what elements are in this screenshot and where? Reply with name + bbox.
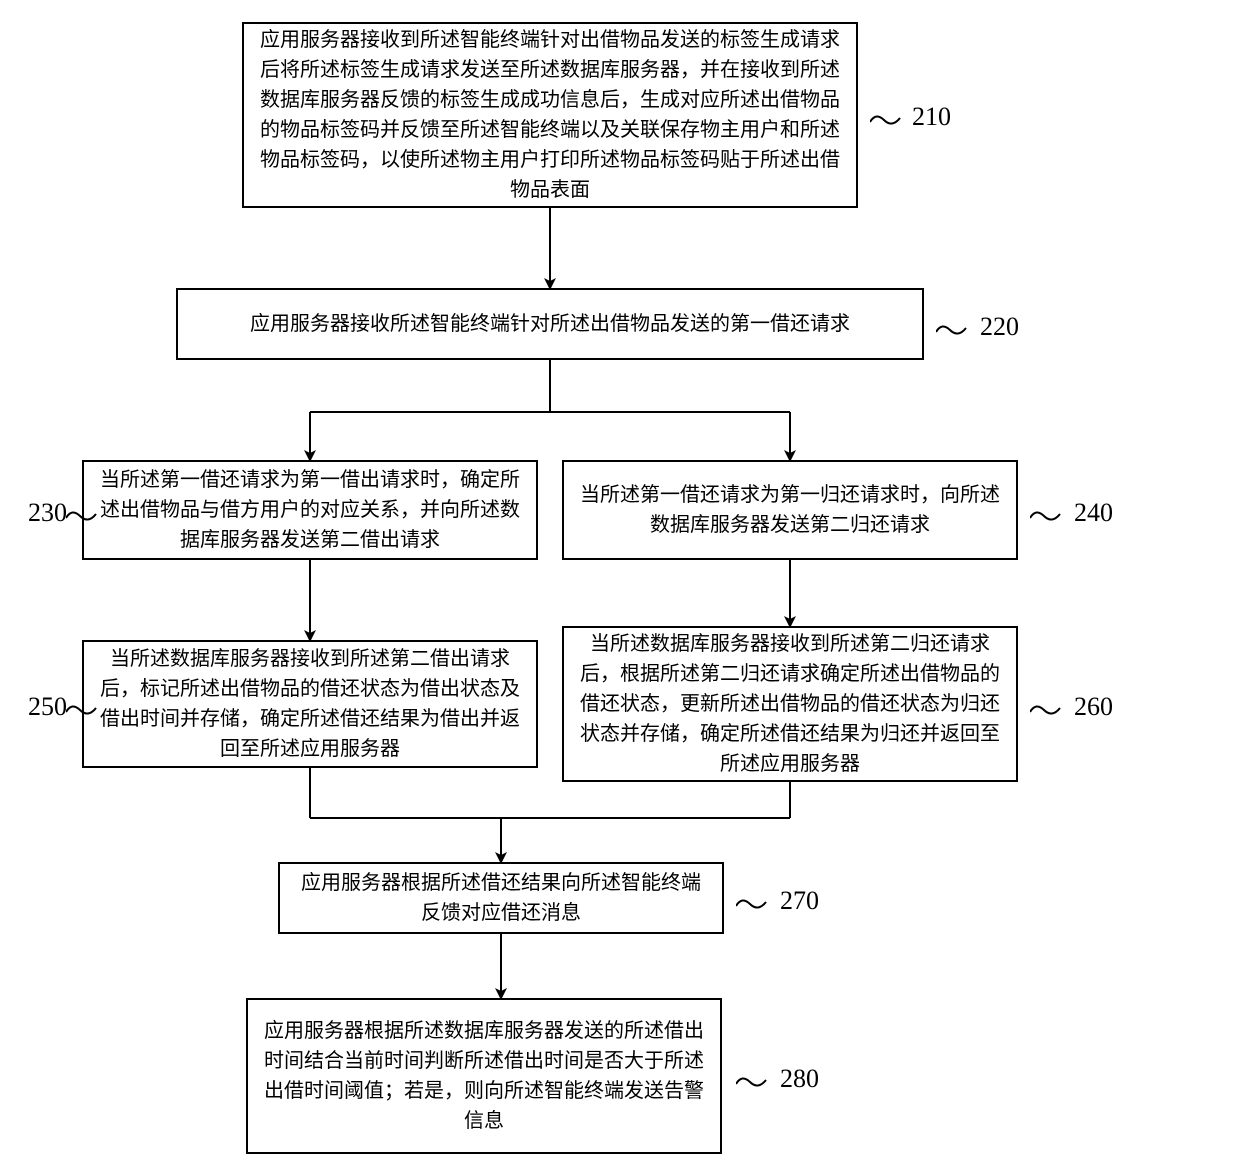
step-label-240: 240: [1074, 498, 1113, 528]
flow-node-text: 应用服务器接收所述智能终端针对所述出借物品发送的第一借还请求: [250, 309, 850, 339]
flow-node-text: 当所述第一借还请求为第一归还请求时，向所述数据库服务器发送第二归还请求: [576, 480, 1004, 540]
flow-node-text: 应用服务器根据所述数据库服务器发送的所述借出时间结合当前时间判断所述借出时间是否…: [260, 1016, 708, 1136]
flow-node-n210: 应用服务器接收到所述智能终端针对出借物品发送的标签生成请求后将所述标签生成请求发…: [242, 22, 858, 208]
tilde-connector: [1030, 508, 1062, 524]
tilde-connector: [1030, 702, 1062, 718]
step-label-250: 250: [28, 692, 67, 722]
flow-node-text: 应用服务器根据所述借还结果向所述智能终端反馈对应借还消息: [292, 868, 710, 928]
step-label-270: 270: [780, 886, 819, 916]
tilde-connector: [870, 112, 902, 128]
flowchart-canvas: 应用服务器接收到所述智能终端针对出借物品发送的标签生成请求后将所述标签生成请求发…: [0, 0, 1240, 1174]
step-label-230: 230: [28, 498, 67, 528]
flow-node-n230: 当所述第一借还请求为第一借出请求时，确定所述出借物品与借方用户的对应关系，并向所…: [82, 460, 538, 560]
flow-node-n250: 当所述数据库服务器接收到所述第二借出请求后，标记所述出借物品的借还状态为借出状态…: [82, 640, 538, 768]
flow-node-n280: 应用服务器根据所述数据库服务器发送的所述借出时间结合当前时间判断所述借出时间是否…: [246, 998, 722, 1154]
step-label-210: 210: [912, 102, 951, 132]
flow-node-text: 当所述第一借还请求为第一借出请求时，确定所述出借物品与借方用户的对应关系，并向所…: [96, 465, 524, 555]
flow-node-n220: 应用服务器接收所述智能终端针对所述出借物品发送的第一借还请求: [176, 288, 924, 360]
flow-node-n270: 应用服务器根据所述借还结果向所述智能终端反馈对应借还消息: [278, 862, 724, 934]
tilde-connector: [736, 896, 768, 912]
tilde-connector: [736, 1074, 768, 1090]
flow-node-text: 当所述数据库服务器接收到所述第二借出请求后，标记所述出借物品的借还状态为借出状态…: [96, 644, 524, 764]
step-label-260: 260: [1074, 692, 1113, 722]
tilde-connector: [936, 322, 968, 338]
flow-node-n240: 当所述第一借还请求为第一归还请求时，向所述数据库服务器发送第二归还请求: [562, 460, 1018, 560]
flow-node-n260: 当所述数据库服务器接收到所述第二归还请求后，根据所述第二归还请求确定所述出借物品…: [562, 626, 1018, 782]
flow-node-text: 当所述数据库服务器接收到所述第二归还请求后，根据所述第二归还请求确定所述出借物品…: [576, 629, 1004, 779]
step-label-280: 280: [780, 1064, 819, 1094]
step-label-220: 220: [980, 312, 1019, 342]
flow-node-text: 应用服务器接收到所述智能终端针对出借物品发送的标签生成请求后将所述标签生成请求发…: [256, 25, 844, 205]
